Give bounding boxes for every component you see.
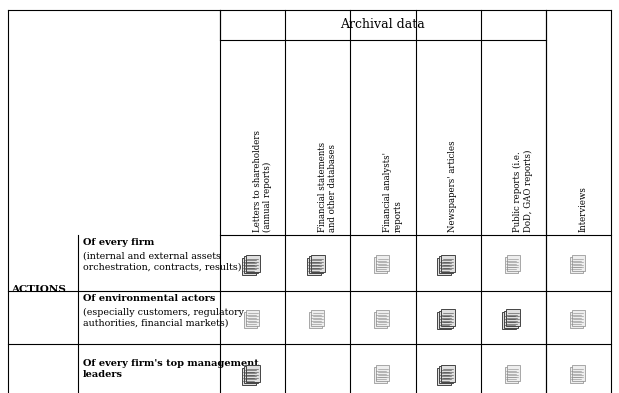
Bar	[439, 310, 453, 327]
Bar	[246, 255, 259, 272]
Bar	[374, 257, 387, 273]
Text: Of every firm: Of every firm	[83, 238, 154, 247]
Bar	[572, 310, 585, 325]
Bar	[441, 255, 455, 272]
Text: Of environmental actors: Of environmental actors	[83, 294, 215, 303]
Text: Archival data: Archival data	[340, 18, 425, 31]
Bar	[441, 364, 455, 382]
Text: Newspapers' articles: Newspapers' articles	[448, 140, 457, 232]
Bar	[507, 365, 520, 381]
Bar	[570, 257, 583, 273]
Bar	[309, 256, 322, 273]
Text: Financial analysts'
reports: Financial analysts' reports	[383, 152, 402, 232]
Bar	[374, 312, 387, 327]
Text: ACTIONS: ACTIONS	[11, 285, 66, 294]
Bar	[244, 366, 258, 383]
Bar	[504, 310, 518, 327]
Bar	[241, 367, 256, 384]
Bar	[439, 366, 453, 383]
Bar	[437, 367, 451, 384]
Bar	[504, 367, 517, 383]
Text: Financial statements
and other databases: Financial statements and other databases	[318, 142, 337, 232]
Bar	[437, 257, 451, 274]
Text: Interviews: Interviews	[578, 186, 587, 232]
Bar	[311, 255, 325, 272]
Bar	[244, 312, 257, 327]
Bar	[246, 364, 259, 382]
Text: Letters to shareholders
(annual reports): Letters to shareholders (annual reports)	[253, 130, 272, 232]
Bar	[441, 309, 455, 326]
Text: (internal and external assets
orchestration, contracts, results): (internal and external assets orchestrat…	[83, 252, 241, 272]
Bar	[244, 256, 258, 273]
Bar	[241, 257, 256, 274]
Bar	[506, 309, 520, 326]
Bar	[376, 255, 389, 271]
Bar	[572, 255, 585, 271]
Text: (especially customers, regulatory
authorities, financial markets): (especially customers, regulatory author…	[83, 308, 244, 327]
Bar	[570, 312, 583, 327]
Bar	[310, 312, 322, 327]
Bar	[504, 257, 517, 273]
Bar	[311, 310, 324, 325]
Bar	[570, 367, 583, 383]
Text: Of every firm's top management
leaders: Of every firm's top management leaders	[83, 359, 259, 379]
Bar	[572, 365, 585, 381]
Bar	[374, 367, 387, 383]
Bar	[376, 310, 389, 325]
Bar	[502, 312, 516, 329]
Bar	[376, 365, 389, 381]
Bar	[246, 310, 259, 325]
Bar	[307, 257, 321, 274]
Bar	[507, 255, 520, 271]
Text: Public reports (i.e.
DoD, GAO reports): Public reports (i.e. DoD, GAO reports)	[513, 149, 533, 232]
Bar	[437, 312, 451, 329]
Bar	[439, 256, 453, 273]
